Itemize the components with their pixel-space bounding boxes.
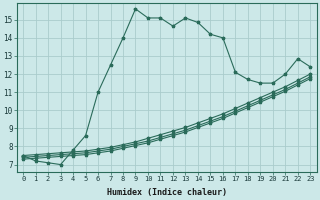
X-axis label: Humidex (Indice chaleur): Humidex (Indice chaleur) — [107, 188, 227, 197]
